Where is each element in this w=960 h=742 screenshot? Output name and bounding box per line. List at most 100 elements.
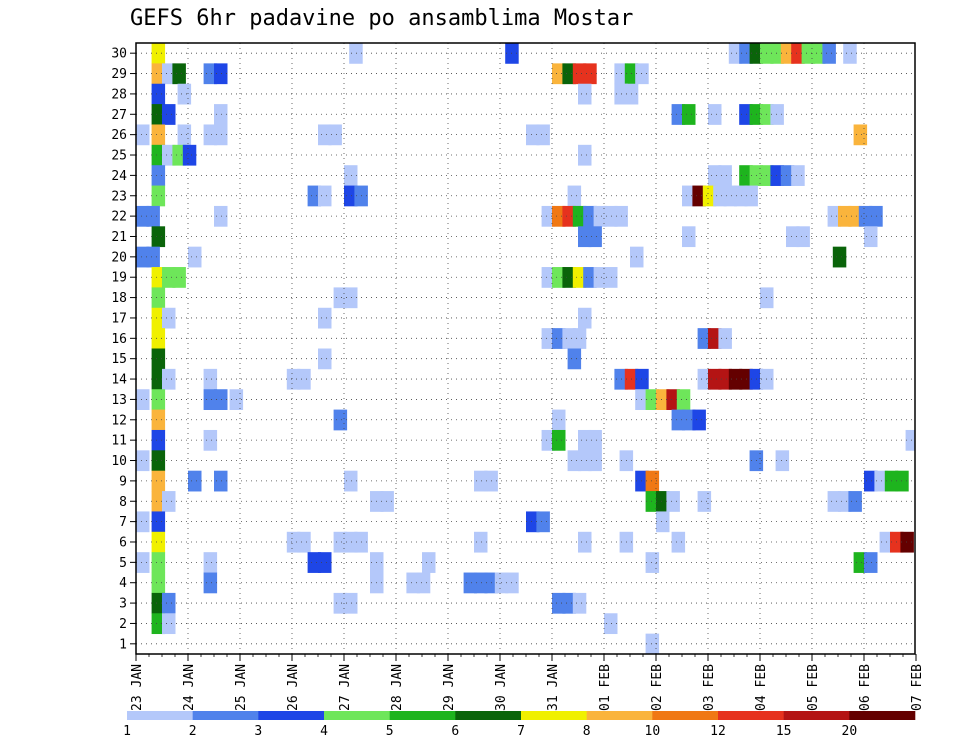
heatmap-cell [307, 552, 322, 573]
heatmap-cell [151, 592, 166, 614]
heatmap-cell [708, 368, 722, 390]
colorbar-swatch [389, 711, 456, 720]
heatmap-cell [905, 429, 915, 451]
heatmap-cell [708, 104, 722, 125]
heatmap-cell [136, 246, 150, 268]
heatmap-cell [162, 368, 176, 390]
heatmap-cell [203, 572, 218, 594]
heatmap-cell [796, 226, 810, 248]
heatmap-cell [151, 368, 166, 390]
heatmap-cell [682, 185, 696, 207]
heatmap-cell [853, 552, 868, 573]
heatmap-cell [162, 491, 176, 512]
heatmap-cell [151, 511, 166, 533]
heatmap-cell [656, 511, 670, 533]
heatmap-cell [162, 592, 176, 614]
heatmap-cell [848, 205, 862, 227]
colorbar-label: 10 [645, 724, 661, 739]
heatmap-cell [770, 104, 784, 125]
x-tick-label: 30 JAN [494, 664, 509, 711]
x-tick-label: 31 JAN [546, 664, 561, 711]
heatmap-cell [780, 165, 795, 186]
heatmap-cell [344, 531, 358, 553]
colorbar-swatch [521, 711, 587, 720]
heatmap-cell [708, 328, 722, 349]
colorbar-swatch [849, 711, 916, 720]
heatmap-cell [578, 531, 592, 553]
heatmap-cell [697, 491, 712, 512]
heatmap-cell [344, 165, 358, 186]
heatmap-cell [136, 389, 150, 410]
heatmap-cell [526, 511, 540, 533]
heatmap-cell [286, 368, 301, 390]
heatmap-cell [739, 368, 753, 390]
heatmap-cell [562, 63, 576, 85]
heatmap-cell [474, 470, 488, 492]
x-tick-label: 02 FEB [650, 664, 665, 711]
colorbar-swatch [586, 711, 653, 720]
heatmap-cell [676, 389, 691, 410]
y-tick-label: 14 [111, 373, 127, 388]
x-tick-label: 01 FEB [598, 664, 613, 711]
heatmap-cell [572, 328, 587, 349]
colorbar-label: 3 [254, 724, 262, 739]
heatmap-cell [203, 389, 218, 410]
heatmap-cell [770, 43, 784, 64]
x-tick-label: 29 JAN [442, 664, 457, 711]
heatmap-cell [333, 531, 348, 553]
heatmap-cell [578, 450, 592, 472]
heatmap-cell [333, 409, 348, 431]
heatmap-cell [151, 124, 166, 146]
heatmap-cell [151, 43, 166, 64]
heatmap-cell [645, 552, 660, 573]
heatmap-cell [832, 246, 847, 268]
heatmap-cell [666, 389, 680, 410]
heatmap-cell [536, 124, 550, 146]
colorbar-label: 5 [386, 724, 394, 739]
heatmap-cell [328, 124, 342, 146]
y-tick-label: 30 [111, 47, 127, 62]
y-tick-label: 18 [111, 291, 127, 306]
heatmap-cell [541, 429, 556, 451]
heatmap-cell [151, 429, 166, 451]
heatmap-cell [827, 491, 842, 512]
heatmap-cell [734, 185, 748, 207]
colorbar: 1 2 3 4 5 6 7 8 10 12 15 20 [123, 711, 916, 739]
heatmap-cell [203, 368, 218, 390]
heatmap-cell [728, 368, 743, 390]
heatmap-cell [708, 165, 722, 186]
heatmap-cell [214, 124, 228, 146]
heatmap-cell [604, 613, 618, 635]
heatmap-cell [593, 267, 608, 288]
heatmap-cell [151, 104, 166, 125]
y-tick-label: 13 [111, 393, 127, 408]
heatmap-cell [682, 409, 696, 431]
heatmap-cell [791, 43, 805, 64]
heatmap-cell [146, 246, 160, 268]
y-tick-label: 1 [119, 637, 127, 652]
heatmap-cell [572, 63, 587, 85]
heatmap-cell [151, 348, 166, 370]
y-tick-label: 2 [119, 617, 127, 632]
heatmap-cell [552, 429, 566, 451]
heatmap-cell [536, 511, 550, 533]
heatmap-cell [864, 226, 878, 248]
colorbar-swatch [192, 711, 259, 720]
heatmap-cell [728, 43, 743, 64]
heatmap-cell [151, 552, 166, 573]
chart-title: GEFS 6hr padavine po ansamblima Mostar [130, 6, 634, 31]
y-tick-label: 27 [111, 108, 127, 123]
heatmap-cell [318, 348, 332, 370]
heatmap-cell [151, 328, 166, 349]
heatmap-cell [604, 267, 618, 288]
heatmap-cell [136, 511, 150, 533]
heatmap-cell [739, 165, 753, 186]
heatmap-cell [812, 43, 826, 64]
heatmap-cell [286, 531, 301, 553]
heatmap-cell [151, 613, 166, 635]
heatmap-cell [572, 592, 587, 614]
y-tick-label: 23 [111, 189, 127, 204]
heatmap-cell [900, 531, 914, 553]
heatmap-cell [151, 470, 166, 492]
heatmap-cell [203, 552, 218, 573]
